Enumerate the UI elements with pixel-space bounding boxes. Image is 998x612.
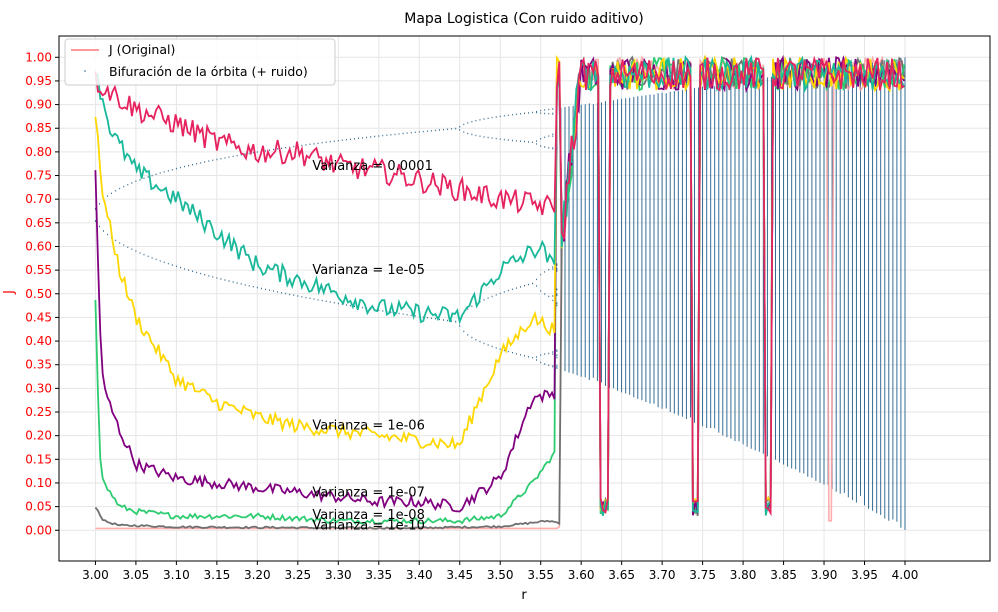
x-tick-label: 3.50	[487, 568, 514, 582]
annotation-varianza: Varianza = 1e-10	[312, 518, 424, 533]
x-tick-label: 3.55	[527, 568, 554, 582]
y-tick-label: 0.65	[25, 216, 52, 230]
x-tick-label: 3.25	[284, 568, 311, 582]
y-tick-label: 0.55	[25, 263, 52, 277]
x-tick-label: 4.00	[892, 568, 919, 582]
x-tick-label: 3.70	[649, 568, 676, 582]
legend-label-bifurcation: Bifuración de la órbita (+ ruido)	[109, 64, 308, 79]
x-tick-label: 3.35	[365, 568, 392, 582]
series-line-v1e_05	[94, 54, 906, 516]
x-tick-label: 3.75	[689, 568, 716, 582]
series-lines	[94, 54, 906, 530]
y-tick-label: 0.40	[25, 334, 52, 348]
legend-label-original: J (Original)	[108, 42, 175, 57]
x-tick-label: 3.00	[82, 568, 109, 582]
bifurcation-points	[94, 57, 906, 530]
x-tick-label: 3.15	[204, 568, 231, 582]
y-tick-label: 0.25	[25, 405, 52, 419]
legend-box	[64, 38, 336, 86]
plot-frame	[58, 35, 991, 562]
x-ticks: 3.00 3.05 3.10 3.15 3.20 3.25 3.30 3.35 3.40 3.45…	[82, 561, 918, 582]
x-tick-label: 3.45	[446, 568, 473, 582]
annotation-varianza: Varianza = 0.0001	[312, 159, 432, 174]
y-ticks: 0.00 0.05 0.10 0.15 0.20 0.25 0.30 0.35 0.40 0.45…	[25, 50, 59, 537]
legend-swatch-bifurcation	[84, 70, 86, 72]
y-axis-label: J	[2, 290, 17, 295]
bifurcation-diagram	[94, 57, 906, 530]
annotation-varianza: Varianza = 1e-06	[312, 419, 424, 434]
y-tick-label: 0.45	[25, 310, 52, 324]
annotation-varianza: Varianza = 1e-08	[312, 508, 424, 523]
y-tick-label: 0.90	[25, 98, 52, 112]
y-tick-label: 0.00	[25, 523, 52, 537]
y-tick-label: 0.30	[25, 381, 52, 395]
legend: J (Original) Bifuración de la órbita (+ …	[64, 38, 336, 86]
x-tick-label: 3.05	[123, 568, 150, 582]
y-tick-label: 0.95	[25, 74, 52, 88]
y-tick-label: 0.15	[25, 452, 52, 466]
x-tick-label: 3.80	[730, 568, 757, 582]
y-tick-label: 0.70	[25, 192, 52, 206]
x-tick-label: 3.10	[163, 568, 190, 582]
series-line-v1e_08	[94, 55, 906, 525]
y-tick-label: 0.60	[25, 239, 52, 253]
y-tick-label: 0.05	[25, 500, 52, 514]
chart-title: Mapa Logistica (Con ruido aditivo)	[404, 11, 643, 27]
series-line-v1e_07	[94, 54, 905, 516]
annotations: Varianza = 0.0001 Varianza = 1e-05 Varianz…	[312, 159, 432, 533]
y-tick-label: 1.00	[25, 50, 52, 64]
y-tick-label: 0.75	[25, 169, 52, 183]
x-tick-label: 3.65	[608, 568, 635, 582]
y-tick-label: 0.20	[25, 429, 52, 443]
x-axis-label: r	[521, 588, 527, 603]
annotation-varianza: Varianza = 1e-05	[312, 263, 424, 278]
grid	[59, 36, 990, 561]
x-tick-label: 3.85	[770, 568, 797, 582]
x-tick-label: 3.20	[244, 568, 271, 582]
series-line-v0_0001	[94, 55, 905, 517]
x-tick-label: 3.30	[325, 568, 352, 582]
x-tick-label: 3.95	[851, 568, 878, 582]
y-tick-label: 0.35	[25, 358, 52, 372]
x-tick-label: 3.40	[406, 568, 433, 582]
x-tick-label: 3.90	[811, 568, 838, 582]
y-tick-label: 0.85	[25, 121, 52, 135]
y-tick-label: 0.50	[25, 287, 52, 301]
x-tick-label: 3.60	[568, 568, 595, 582]
y-tick-label: 0.10	[25, 476, 52, 490]
y-tick-label: 0.80	[25, 145, 52, 159]
annotation-varianza: Varianza = 1e-07	[312, 486, 424, 501]
series-line-v1e_06	[94, 54, 905, 517]
